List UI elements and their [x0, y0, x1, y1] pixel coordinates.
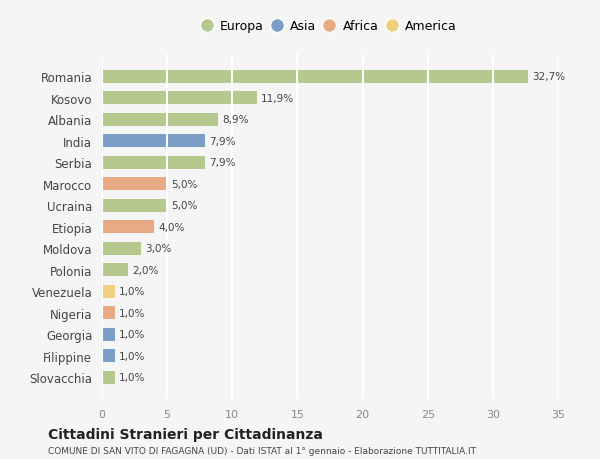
Bar [102, 328, 115, 341]
Text: COMUNE DI SAN VITO DI FAGAGNA (UD) - Dati ISTAT al 1° gennaio - Elaborazione TUT: COMUNE DI SAN VITO DI FAGAGNA (UD) - Dat… [48, 447, 476, 455]
Text: 5,0%: 5,0% [171, 179, 197, 189]
Text: 3,0%: 3,0% [145, 244, 172, 254]
Bar [102, 221, 154, 234]
Bar [102, 285, 115, 298]
Text: 8,9%: 8,9% [222, 115, 248, 125]
Bar [102, 135, 205, 148]
Text: 1,0%: 1,0% [119, 286, 145, 297]
Bar [102, 263, 128, 276]
Bar [102, 371, 115, 384]
Bar [102, 92, 257, 105]
Bar [102, 349, 115, 362]
Text: 5,0%: 5,0% [171, 201, 197, 211]
Bar [102, 199, 167, 212]
Bar [102, 113, 218, 127]
Bar [102, 157, 205, 169]
Text: 1,0%: 1,0% [119, 351, 145, 361]
Text: 7,9%: 7,9% [209, 158, 235, 168]
Text: 11,9%: 11,9% [261, 94, 294, 104]
Text: 32,7%: 32,7% [532, 72, 565, 82]
Bar [102, 178, 167, 191]
Bar [102, 307, 115, 319]
Text: 1,0%: 1,0% [119, 330, 145, 339]
Bar [102, 242, 141, 255]
Text: Cittadini Stranieri per Cittadinanza: Cittadini Stranieri per Cittadinanza [48, 427, 323, 442]
Text: 2,0%: 2,0% [132, 265, 158, 275]
Legend: Europa, Asia, Africa, America: Europa, Asia, Africa, America [200, 17, 460, 37]
Text: 7,9%: 7,9% [209, 136, 235, 146]
Text: 4,0%: 4,0% [158, 222, 184, 232]
Text: 1,0%: 1,0% [119, 372, 145, 382]
Text: 1,0%: 1,0% [119, 308, 145, 318]
Bar [102, 71, 528, 84]
